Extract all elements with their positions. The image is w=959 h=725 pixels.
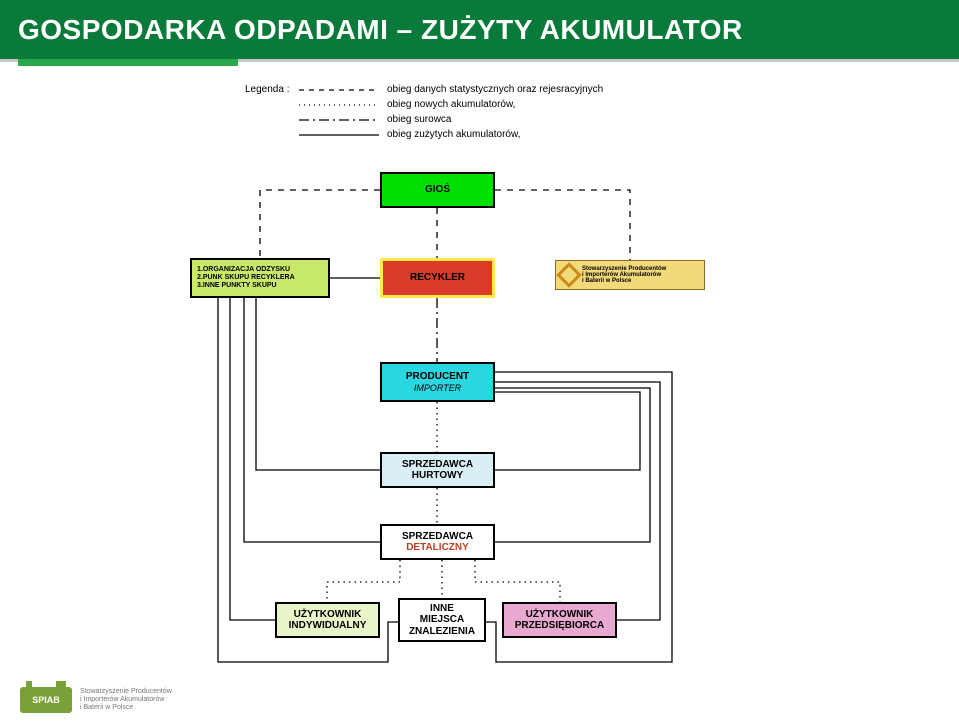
legend-sample-dot — [299, 100, 379, 110]
page-title: GOSPODARKA ODPADAMI – ZUŻYTY AKUMULATOR — [0, 0, 959, 46]
edge-retail-user_ind — [327, 560, 400, 602]
legend-sample-solid — [299, 130, 379, 140]
edge-retail-user_biz — [475, 560, 560, 602]
node-recycler: RECYKLER — [380, 258, 495, 298]
diagram-canvas: Legenda : obieg danych statystycznych or… — [0, 62, 959, 725]
edge-wholesale-collect — [256, 298, 380, 470]
legend: Legenda : obieg danych statystycznych or… — [245, 82, 603, 142]
edge-gios-collect — [260, 190, 380, 258]
edge-user_ind-collect — [230, 298, 275, 620]
node-association: Stowarzyszenie Producentówi Importerów A… — [555, 260, 705, 290]
edge-retail-collect — [244, 298, 380, 542]
legend-text-2: obieg surowca — [387, 112, 451, 127]
header: GOSPODARKA ODPADAMI – ZUŻYTY AKUMULATOR — [0, 0, 959, 62]
node-producer: PRODUCENTIMPORTER — [380, 362, 495, 402]
edge-user_biz-producer — [495, 382, 660, 620]
node-wholesaler: SPRZEDAWCAHURTOWY — [380, 452, 495, 488]
legend-sample-dashdot — [299, 115, 379, 125]
logo-subtext: Stowarzyszenie Producentów i Importerów … — [80, 688, 172, 711]
node-collection-points: 1.ORGANIZACJA ODZYSKU2.PUNK SKUPU RECYKL… — [190, 258, 330, 298]
edge-wholesale-producer_r — [495, 392, 640, 470]
logo-badge-icon: SPIAB — [20, 687, 72, 713]
legend-text-3: obieg zużytych akumulatorów, — [387, 127, 520, 142]
association-icon — [556, 262, 581, 287]
node-user-business: UŻYTKOWNIKPRZEDSIĘBIORCA — [502, 602, 617, 638]
legend-text-0: obieg danych statystycznych oraz rejesra… — [387, 82, 603, 97]
edge-retail-producer_r — [495, 388, 650, 542]
node-other-places: INNEMIEJSCAZNALEZIENIA — [398, 598, 486, 642]
node-user-individual: UŻYTKOWNIKINDYWIDUALNY — [275, 602, 380, 638]
edge-gios-assoc — [495, 190, 630, 260]
node-retailer: SPRZEDAWCADETALICZNY — [380, 524, 495, 560]
node-gios: GIOŚ — [380, 172, 495, 208]
footer-logo: SPIAB Stowarzyszenie Producentów i Impor… — [20, 687, 172, 713]
legend-sample-dash — [299, 85, 379, 95]
legend-text-1: obieg nowych akumulatorów, — [387, 97, 515, 112]
legend-label: Legenda : — [245, 82, 291, 97]
